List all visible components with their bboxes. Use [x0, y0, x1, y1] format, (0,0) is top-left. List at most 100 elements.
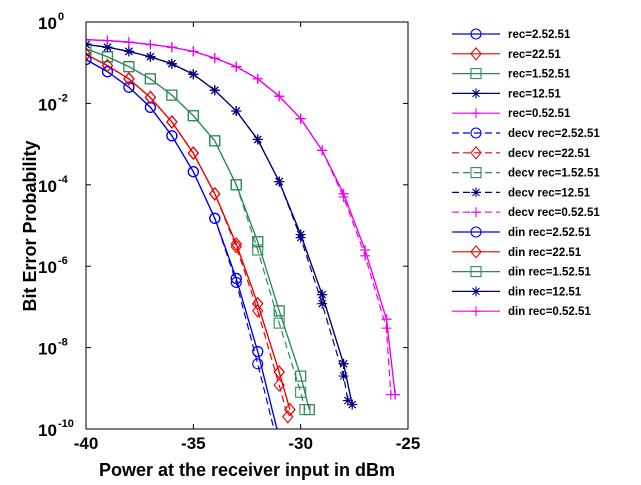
series-point-9-14 — [381, 323, 392, 334]
y-tick-label-3: 10 — [38, 258, 57, 277]
series-line-14 — [86, 39, 396, 395]
legend-entry-3: rec=12.51 — [452, 88, 561, 100]
y-tick-label-2: 10 — [38, 177, 57, 196]
y-tick-label-4: 10 — [38, 340, 57, 359]
series-point-11-0 — [86, 47, 92, 62]
legend-label-0: rec=2.52.51 — [508, 29, 571, 41]
series-point-14-15 — [390, 389, 401, 400]
series-point-14-12 — [338, 188, 349, 199]
x-tick-label-2: -30 — [288, 434, 313, 453]
legend-label-12: din rec=1.52.51 — [508, 267, 591, 279]
series-point-14-7 — [231, 61, 242, 72]
series-point-11-3 — [144, 90, 157, 105]
legend: rec=2.52.51 rec=22.51 rec=1.52.51 rec=12.51… — [452, 28, 600, 318]
legend-marker-7 — [470, 167, 482, 179]
series-point-12-0 — [86, 43, 92, 55]
legend-marker-9 — [471, 207, 481, 218]
legend-marker-13 — [471, 286, 481, 297]
series-point-10-7 — [230, 272, 242, 285]
series-point-5-7 — [230, 276, 242, 288]
legend-label-9: decv rec=0.52.51 — [508, 207, 600, 219]
series-point-14-11 — [317, 145, 328, 156]
y-tick-label-0: 10 — [38, 14, 57, 33]
legend-entry-5: decv rec=2.52.51 — [452, 127, 600, 140]
legend-label-14: din rec=0.52.51 — [508, 306, 591, 318]
series-line-13 — [86, 43, 353, 405]
y-axis-title: Bit Error Probability — [20, 140, 40, 311]
y-tick-exponent-3: -6 — [58, 255, 68, 267]
series-point-6-8 — [252, 303, 264, 318]
series-point-11-8 — [252, 296, 264, 311]
legend-entry-12: din rec=1.52.51 — [452, 266, 591, 279]
series-point-12-8 — [252, 236, 264, 248]
series-point-14-5 — [188, 46, 199, 57]
series-point-14-3 — [145, 39, 156, 50]
x-tick-label-3: -25 — [396, 434, 421, 453]
legend-label-8: decv rec=12.51 — [508, 187, 591, 199]
plot-frame — [85, 21, 409, 430]
x-axis-title: Power at the receiver input in dBm — [99, 460, 395, 480]
series-point-13-10 — [295, 229, 306, 240]
series-point-14-4 — [166, 42, 177, 53]
legend-entry-6: decv rec=22.51 — [452, 145, 591, 160]
series-point-10-4 — [166, 130, 178, 142]
series-point-14-2 — [123, 37, 134, 48]
series-point-13-6 — [209, 85, 220, 96]
series-point-11-7 — [230, 237, 242, 251]
legend-marker-3 — [471, 88, 481, 99]
series-point-13-3 — [145, 51, 156, 62]
series-point-11-1 — [101, 58, 114, 73]
legend-marker-6 — [470, 145, 482, 160]
series-point-7-8 — [252, 244, 264, 256]
series-line-10 — [86, 58, 278, 429]
series-point-6-9 — [273, 378, 285, 392]
series-point-8-12 — [338, 371, 349, 382]
series-point-10-3 — [144, 101, 156, 113]
legend-entry-0: rec=2.52.51 — [452, 28, 571, 41]
y-tick-exponent-5: -10 — [58, 418, 74, 430]
legend-entry-8: decv rec=12.51 — [452, 187, 591, 199]
series-point-13-13 — [347, 399, 358, 410]
series-point-12-2 — [123, 61, 135, 73]
legend-label-2: rec=1.52.51 — [508, 69, 571, 81]
series-point-14-1 — [102, 35, 113, 46]
series-point-14-14 — [381, 314, 392, 325]
series-point-12-7 — [230, 179, 242, 191]
legend-label-11: din rec=22.51 — [508, 247, 582, 259]
legend-entry-2: rec=1.52.51 — [452, 68, 571, 81]
series-line-11 — [86, 53, 291, 410]
series-point-11-6 — [209, 186, 221, 201]
legend-marker-0 — [470, 28, 482, 40]
series-point-14-0 — [86, 34, 91, 45]
series-point-13-12 — [338, 358, 349, 369]
series-point-10-8 — [252, 345, 264, 358]
x-tick-label-1: -35 — [181, 434, 206, 453]
series-point-13-2 — [123, 46, 134, 57]
legend-marker-14 — [471, 306, 481, 317]
series-point-13-0 — [86, 39, 91, 50]
series-point-11-9 — [273, 365, 285, 379]
legend-entry-7: decv rec=1.52.51 — [452, 167, 600, 180]
legend-marker-12 — [470, 266, 482, 278]
legend-entry-4: rec=0.52.51 — [452, 108, 571, 120]
series-point-12-3 — [144, 73, 156, 85]
series-point-12-9 — [273, 305, 285, 317]
legend-entry-9: decv rec=0.52.51 — [452, 207, 600, 219]
curves-layer — [86, 39, 396, 429]
legend-label-13: din rec=12.51 — [508, 286, 582, 298]
series-point-8-11 — [317, 298, 328, 309]
legend-label-10: din rec=2.52.51 — [508, 227, 591, 239]
legend-marker-11 — [470, 244, 482, 259]
legend-entry-14: din rec=0.52.51 — [452, 306, 591, 318]
legend-entry-1: rec=22.51 — [452, 46, 561, 61]
legend-label-6: decv rec=22.51 — [508, 148, 591, 160]
series-point-11-10 — [284, 402, 296, 417]
series-point-10-2 — [123, 81, 135, 93]
series-point-12-6 — [209, 135, 221, 147]
series-point-13-7 — [231, 106, 242, 117]
series-point-13-11 — [317, 289, 328, 300]
y-tick-exponent-4: -8 — [58, 337, 68, 349]
series-point-11-2 — [123, 72, 135, 86]
